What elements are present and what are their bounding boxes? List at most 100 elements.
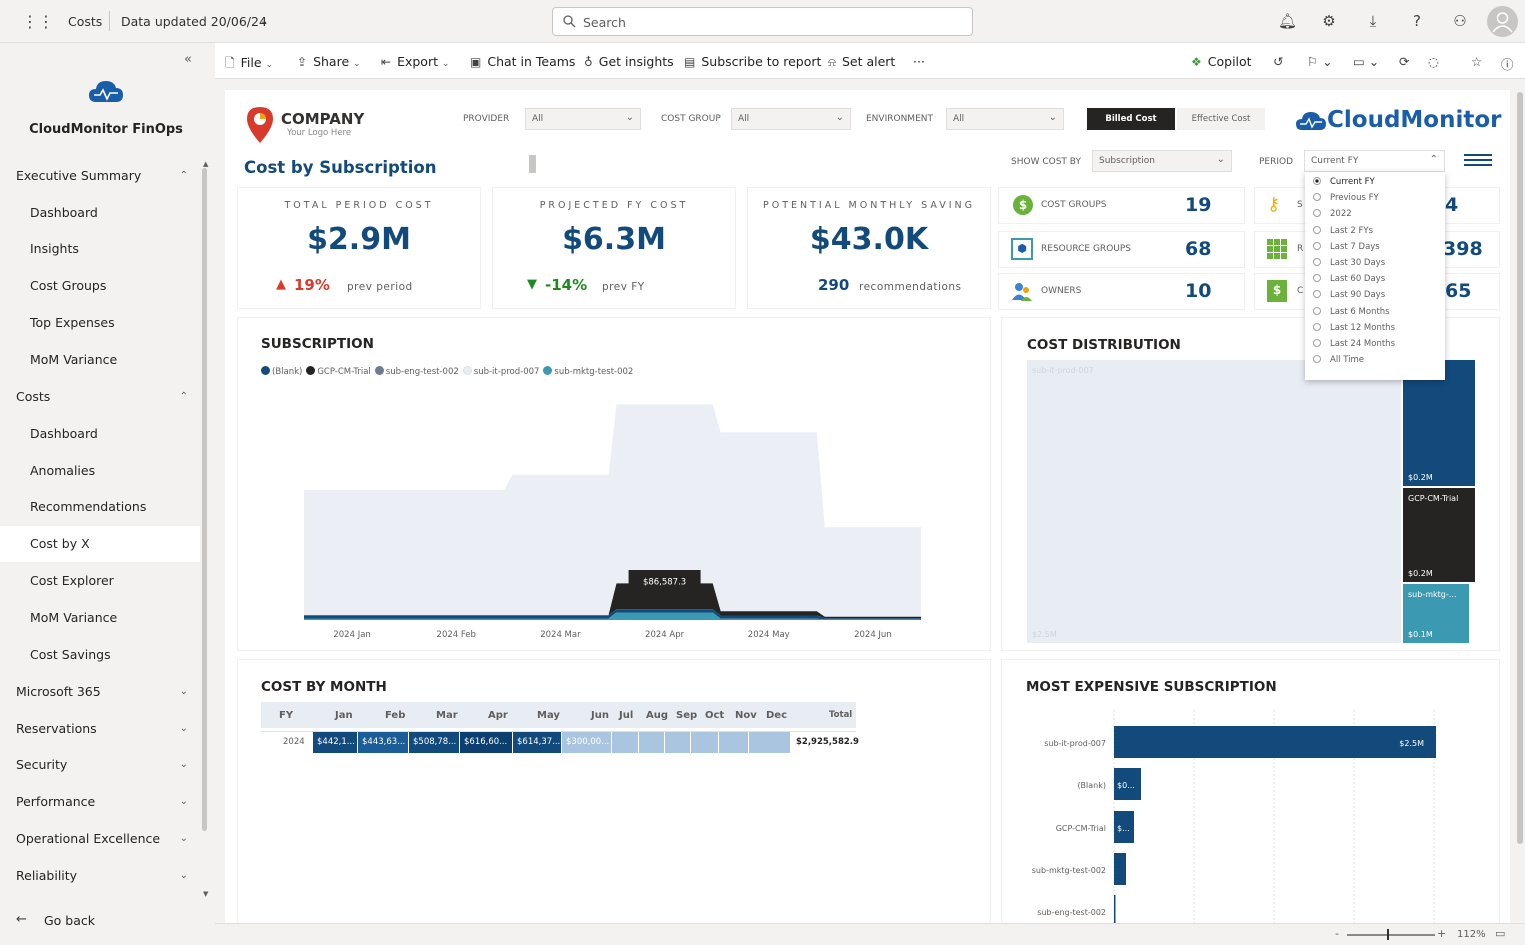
sidebar-item[interactable]: Security ⌄: [0, 747, 200, 783]
app-label[interactable]: Costs: [68, 14, 103, 29]
sidebar-item[interactable]: Cost Explorer: [0, 563, 200, 599]
area-series[interactable]: [304, 612, 921, 621]
period-option[interactable]: Last 2 FYs: [1313, 223, 1373, 239]
subscribe-button[interactable]: ▤ Subscribe to report: [684, 54, 821, 69]
arrow-left-icon[interactable]: ←: [16, 912, 27, 927]
canvas-scrollbar[interactable]: [1517, 92, 1523, 844]
zoom-slider[interactable]: [1347, 934, 1435, 936]
sidebar-item[interactable]: Cost Savings: [0, 637, 200, 673]
table-column-header[interactable]: FY: [279, 710, 294, 721]
period-option[interactable]: Last 6 Months: [1313, 304, 1390, 320]
treemap-tile[interactable]: sub-it-prod-007 $2.5M: [1027, 360, 1401, 643]
treemap-tile[interactable]: sub-mktg-... $0.1M: [1403, 584, 1469, 643]
legend-item[interactable]: GCP-CM-Trial: [306, 366, 371, 377]
period-option[interactable]: Previous FY: [1313, 190, 1379, 206]
file-menu[interactable]: 🗋 File ⌄: [225, 54, 273, 75]
sidebar-item[interactable]: Anomalies: [0, 453, 200, 489]
set-alert-button[interactable]: ⍾ Set alert: [828, 54, 895, 70]
download-icon[interactable]: ⤓: [1369, 12, 1377, 30]
comment-icon[interactable]: ◌: [1428, 54, 1439, 69]
zoom-out-icon[interactable]: -: [1335, 927, 1339, 940]
table-column-header[interactable]: Apr: [488, 710, 508, 721]
table-column-header[interactable]: Mar: [436, 710, 458, 721]
data-updated-label[interactable]: Data updated 20/06/24: [121, 14, 267, 29]
provider-filter[interactable]: All ⌄: [525, 108, 641, 130]
bar[interactable]: [1114, 811, 1134, 843]
gear-icon[interactable]: ⚙: [1322, 12, 1336, 30]
sidebar-item[interactable]: MoM Variance: [0, 600, 200, 636]
scroll-down-icon[interactable]: ▼: [203, 890, 209, 898]
chat-in-teams-button[interactable]: ▣ Chat in Teams: [470, 54, 575, 69]
cost-group-filter[interactable]: All ⌄: [731, 108, 851, 130]
table-column-header[interactable]: Aug: [646, 710, 669, 721]
export-menu[interactable]: ⇤ Export ⌄: [381, 54, 450, 69]
fit-page-icon[interactable]: ▭: [1495, 927, 1506, 940]
bookmark-icon[interactable]: ⚐ ⌄: [1307, 54, 1333, 69]
period-dropdown[interactable]: Current FY Previous FY 2022 Last 2 FYs Last …: [1305, 172, 1445, 380]
sidebar-item[interactable]: MoM Variance: [0, 342, 200, 378]
go-back-link[interactable]: Go back: [44, 913, 96, 928]
sidebar-item[interactable]: Dashboard: [0, 416, 200, 452]
cost-distribution-treemap[interactable]: sub-it-prod-007 $2.5M $0.2M GCP-CM-Trial $0.…: [1027, 360, 1475, 643]
bar[interactable]: [1114, 853, 1126, 885]
show-cost-by-filter[interactable]: Subscription ⌄: [1092, 150, 1232, 172]
info-icon[interactable]: ⓘ: [1501, 57, 1514, 72]
table-column-header[interactable]: May: [537, 710, 560, 721]
table-column-header[interactable]: Jul: [619, 710, 634, 721]
scroll-up-icon[interactable]: ▲: [203, 160, 209, 168]
get-insights-button[interactable]: ♁ Get insights: [584, 54, 674, 69]
table-column-header[interactable]: Jan: [335, 710, 353, 721]
sidebar-item[interactable]: Microsoft 365 ⌄: [0, 674, 200, 710]
legend-item[interactable]: sub-it-prod-007: [462, 366, 539, 377]
subscription-area-chart[interactable]: 2024 Jan 2024 Feb 2024 Mar 2024 Apr 2024 May…: [300, 400, 925, 645]
period-option[interactable]: Last 60 Days: [1313, 271, 1385, 287]
bell-icon[interactable]: 🔔︎: [1278, 12, 1298, 30]
legend-item[interactable]: sub-eng-test-002: [374, 366, 459, 377]
sidebar-item[interactable]: Recommendations: [0, 489, 200, 525]
app-launcher-icon[interactable]: ⋮⋮: [22, 12, 54, 31]
period-option[interactable]: 2022: [1313, 206, 1352, 222]
sidebar-scrollbar[interactable]: [202, 168, 207, 831]
period-option[interactable]: Current FY: [1313, 174, 1375, 190]
sidebar-item[interactable]: Insights: [0, 231, 200, 267]
area-series[interactable]: [304, 583, 921, 619]
sidebar-item[interactable]: Executive Summary ⌃: [0, 158, 200, 194]
bar[interactable]: [1114, 895, 1116, 923]
sidebar-item[interactable]: Costs ⌃: [0, 379, 200, 415]
period-option[interactable]: Last 12 Months: [1313, 320, 1395, 336]
treemap-tile[interactable]: GCP-CM-Trial $0.2M: [1403, 488, 1475, 582]
table-row[interactable]: 2024 $442,1... $443,63... $508,78... $616,60…: [261, 702, 859, 754]
refresh-icon[interactable]: ⟳: [1399, 54, 1410, 69]
sidebar-item[interactable]: Cost by X: [0, 526, 200, 562]
effective-cost-toggle[interactable]: Effective Cost: [1177, 108, 1265, 130]
favorite-icon[interactable]: ☆: [1471, 54, 1483, 69]
bar[interactable]: [1114, 726, 1436, 758]
sidebar-item[interactable]: Cost Groups: [0, 268, 200, 304]
legend-item[interactable]: (Blank): [261, 366, 302, 377]
zoom-slider-thumb[interactable]: [1387, 929, 1389, 940]
copilot-button[interactable]: ❖ Copilot: [1191, 54, 1252, 69]
chevron-down-icon[interactable]: ⌄: [260, 16, 269, 27]
table-column-header[interactable]: Sep: [676, 710, 698, 721]
share-people-icon[interactable]: ⚇: [1453, 12, 1467, 30]
avatar[interactable]: [1487, 6, 1518, 37]
zoom-in-icon[interactable]: +: [1437, 927, 1447, 940]
help-icon[interactable]: ?: [1413, 12, 1421, 30]
treemap-tile[interactable]: $0.2M: [1403, 360, 1475, 486]
period-option[interactable]: All Time: [1313, 352, 1364, 368]
search-input[interactable]: Search: [552, 7, 973, 36]
most-expensive-bar-chart[interactable]: sub-it-prod-007 $2.5M (Blank) $0... GCP-CM-T…: [1010, 705, 1490, 923]
environment-filter[interactable]: All ⌄: [946, 108, 1064, 130]
cost-by-month-table[interactable]: FY Jan Feb Mar Apr May Jun Jul Aug Sep Oct Nov Dec To…: [261, 702, 859, 754]
sidebar-item[interactable]: Reliability ⌄: [0, 858, 200, 894]
table-column-header[interactable]: Jun: [591, 710, 609, 721]
billed-cost-toggle[interactable]: Billed Cost: [1087, 108, 1175, 130]
area-series[interactable]: [304, 609, 921, 620]
table-column-header[interactable]: Nov: [735, 710, 757, 721]
reset-icon[interactable]: ↺: [1273, 54, 1284, 69]
table-column-header[interactable]: Oct: [705, 710, 725, 721]
table-column-header[interactable]: Feb: [385, 710, 406, 721]
table-column-header[interactable]: Total: [829, 710, 853, 720]
view-icon[interactable]: ▭ ⌄: [1353, 54, 1380, 69]
bar[interactable]: [1114, 768, 1141, 800]
